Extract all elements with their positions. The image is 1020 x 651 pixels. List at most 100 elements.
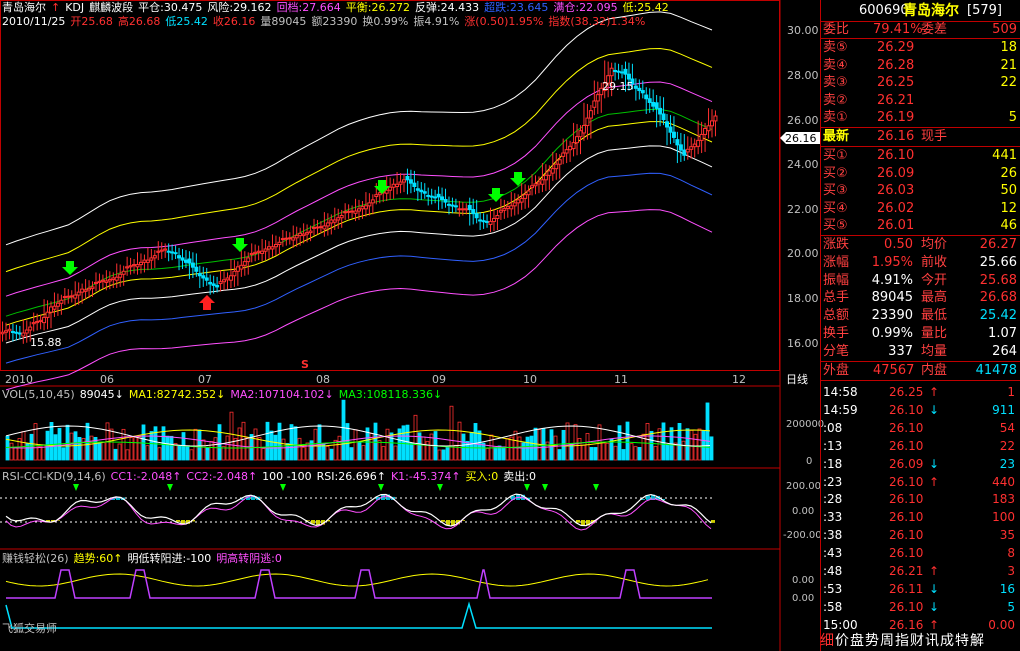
candle [422, 183, 427, 199]
bids-row[interactable]: 买① 26.10 441 [821, 147, 1020, 164]
asks-row[interactable]: 卖⑤ 26.29 18 [821, 39, 1020, 56]
bottom-tab[interactable]: 势 [865, 633, 879, 649]
vol-bar [121, 428, 126, 461]
outer-value: 47567 [873, 363, 915, 378]
asks-row[interactable]: 卖① 26.19 5 [821, 109, 1020, 126]
vol-bar [253, 428, 258, 461]
vol-bar [545, 441, 550, 461]
vol-bar [465, 440, 470, 461]
candle [696, 120, 701, 155]
candle [4, 322, 8, 341]
stat-v1: 0.50 [884, 237, 913, 252]
bottom-tab[interactable]: 盘 [850, 633, 864, 649]
candle [578, 125, 583, 155]
candle [156, 241, 161, 261]
vol-bar [521, 442, 526, 461]
bottom-tab[interactable]: 成 [940, 633, 954, 649]
bids-row[interactable]: 买⑤ 26.01 46 [821, 217, 1020, 234]
candle [613, 62, 618, 81]
vol-bar [429, 433, 434, 461]
candle [481, 213, 486, 229]
bottom-tab[interactable]: 财 [910, 633, 924, 649]
candle [249, 243, 254, 263]
vol-bar [205, 447, 210, 461]
zq-item: 明高转阴逃:0 [216, 552, 282, 565]
vol-bar [149, 431, 154, 461]
bottom-tab[interactable]: 价 [835, 633, 849, 649]
asks-row[interactable]: 卖③ 26.25 22 [821, 74, 1020, 91]
candle [197, 265, 202, 289]
vol-bar [613, 445, 618, 461]
vol-bar [617, 425, 622, 461]
stat-l1: 总额 [823, 308, 850, 324]
rsi-item: RSI-CCI-KD(9,14,6) [2, 470, 106, 483]
bids-row[interactable]: 买② 26.09 26 [821, 165, 1020, 182]
zq-axis-bottom: 0.00 [792, 593, 815, 604]
bids-price: 26.10 [877, 148, 915, 163]
bids-vol: 441 [992, 148, 1017, 163]
period-label[interactable]: 日线 [786, 373, 808, 386]
candle [398, 173, 403, 194]
vol-bar [17, 438, 22, 461]
candle [405, 168, 410, 195]
asks-row[interactable]: 卖④ 26.28 21 [821, 57, 1020, 74]
vol-ma-line [5, 435, 711, 449]
bids-row[interactable]: 买③ 26.03 50 [821, 182, 1020, 199]
ohlc-item: 换0.99% [362, 15, 409, 28]
bids-row[interactable]: 买④ 26.02 12 [821, 200, 1020, 217]
vol-item: MA3:108118.336↓ [338, 388, 443, 401]
vol-bar [641, 433, 646, 461]
rsi-signal-icon [437, 484, 443, 491]
rsi-item: 买入:0 [465, 470, 499, 483]
candle [595, 81, 600, 114]
candle [675, 131, 680, 164]
candle [554, 153, 559, 180]
candle [620, 64, 625, 79]
tick-dir: ↑ [929, 385, 940, 399]
candle [353, 198, 358, 222]
sep [821, 380, 1020, 381]
price-tick-label: 16.00 [787, 336, 819, 350]
title-items: 平仓:30.475 风险:29.162 回档:27.664 平衡:26.272 反弹:2… [138, 1, 674, 14]
vol-layer [5, 399, 714, 461]
candle [211, 275, 216, 294]
ohlc-item: 量89045 [260, 15, 307, 28]
bottom-tab[interactable]: 周 [880, 633, 894, 649]
vol-item: MA1:82742.352↓ [128, 388, 226, 401]
candle [703, 122, 708, 152]
candle [668, 115, 673, 145]
vol-bar [373, 422, 378, 461]
ohlc-items: 开25.68 高26.68 低25.42 收26.16 量89045 额23390 换0.9… [70, 15, 650, 28]
candle [343, 203, 348, 220]
asks-price: 26.25 [877, 75, 915, 90]
stat-v1: 23390 [871, 308, 913, 324]
candle [280, 230, 285, 247]
vol-bar [705, 402, 710, 461]
vol-bar [301, 447, 306, 461]
candle [685, 136, 690, 160]
candle [464, 203, 469, 215]
vol-bar [53, 434, 58, 461]
sep [821, 127, 1020, 128]
candle [138, 253, 143, 274]
tick-row: :38 26.10 35 [821, 526, 1020, 544]
bottom-tab[interactable]: 解 [970, 633, 984, 649]
bottom-tab[interactable]: 细 [820, 633, 834, 649]
green-arrow-icon [62, 261, 78, 275]
vol-bar [241, 421, 246, 461]
rsi-item: K1:-45.374↑ [390, 470, 461, 483]
bottom-tab[interactable]: 讯 [925, 633, 939, 649]
bids-label: 买② [823, 165, 848, 181]
stat-row: 总额 23390 最低 25.42 [821, 307, 1020, 324]
candle [710, 109, 714, 138]
asks-label: 卖⑤ [823, 40, 848, 55]
candle [312, 218, 317, 236]
vol-bar [697, 428, 702, 461]
bottom-tab[interactable]: 特 [955, 633, 969, 649]
vol-item: 89045↓ [79, 388, 124, 401]
tick-time: 14:58 [823, 385, 858, 399]
candle [170, 244, 175, 261]
asks-row[interactable]: 卖② 26.21 [821, 92, 1020, 109]
bottom-tab[interactable]: 指 [895, 633, 909, 649]
tick-vol: 54 [999, 420, 1015, 435]
